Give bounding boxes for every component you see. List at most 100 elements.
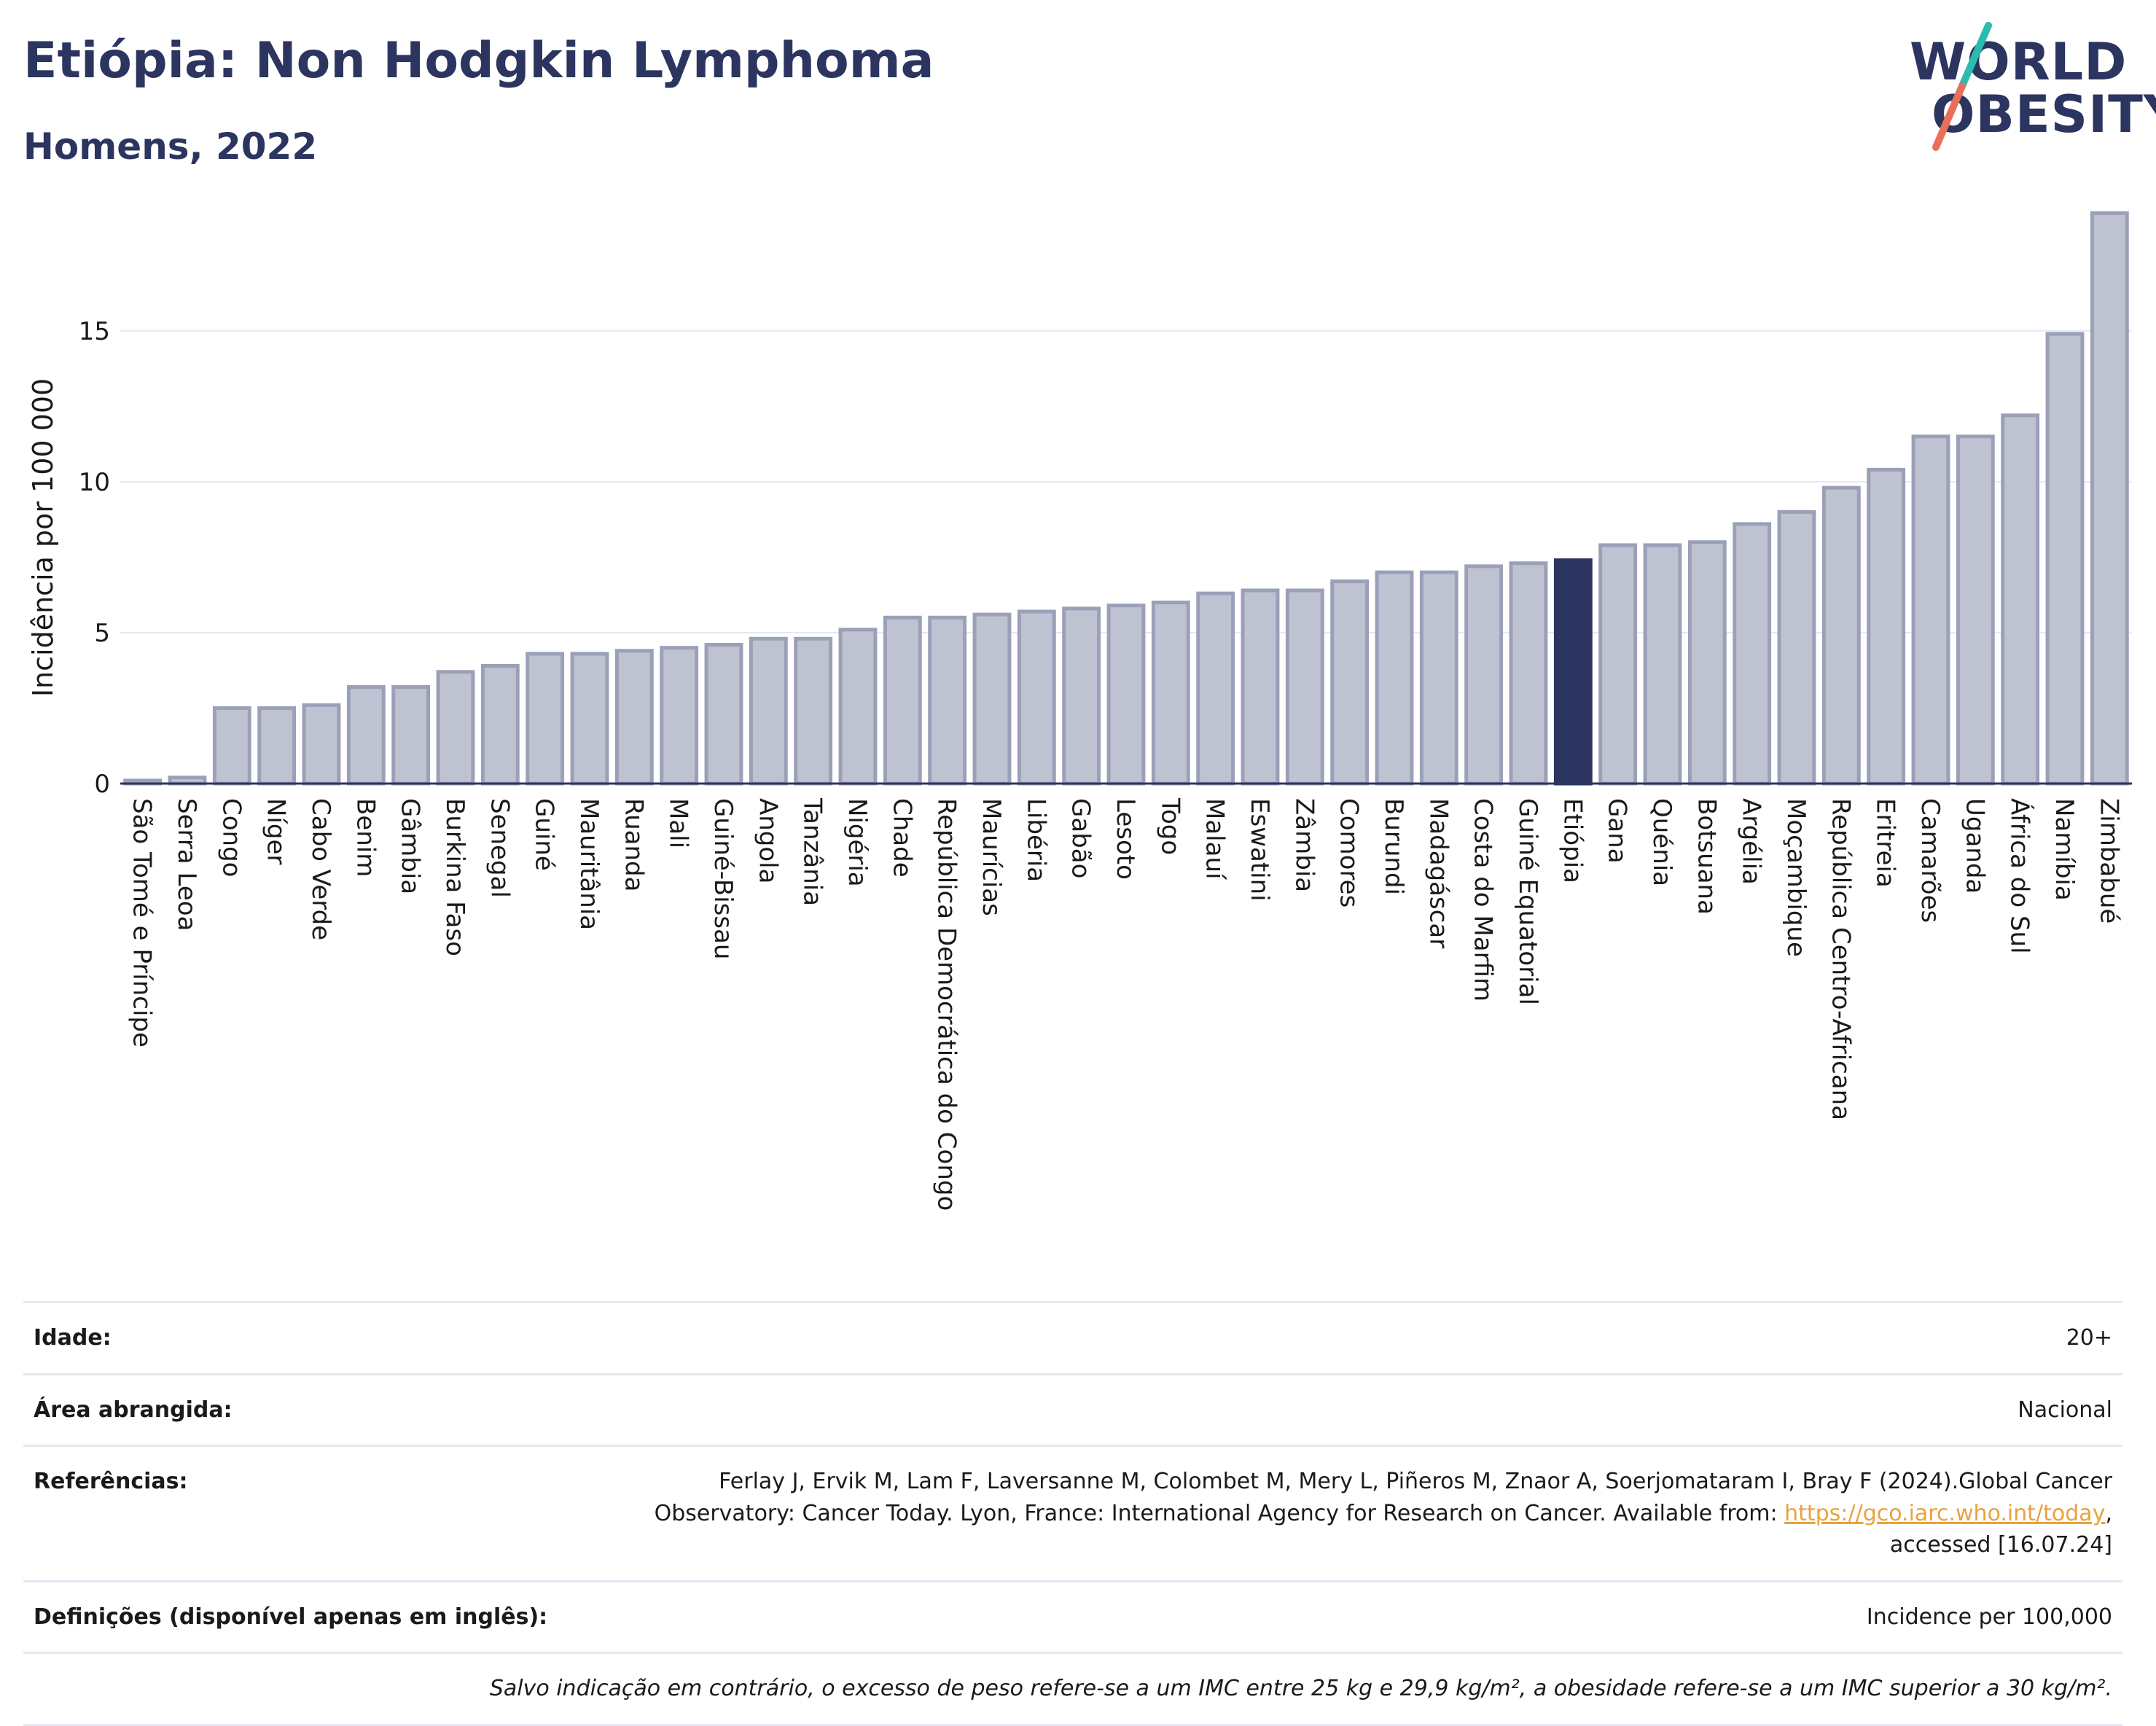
category-label: Zâmbia — [1289, 798, 1319, 892]
category-label: Tanzânia — [798, 797, 827, 906]
references-value: Ferlay J, Ervik M, Lam F, Laversanne M, … — [612, 1445, 2122, 1581]
area-label: Área abrangida: — [23, 1372, 612, 1446]
references-text-1: Ferlay J, Ervik M, Lam F, Laversanne M, … — [654, 1469, 2112, 1526]
bar — [480, 664, 520, 786]
bar — [1509, 561, 1548, 786]
bar — [1464, 564, 1504, 786]
category-label: República Centro-Africana — [1826, 798, 1855, 1120]
category-label: Madagáscar — [1423, 798, 1453, 948]
bar — [257, 706, 297, 786]
references-label: Referências: — [23, 1445, 612, 1581]
info-table: Idade: 20+ Área abrangida: Nacional Refe… — [23, 1301, 2122, 1726]
info-row-area: Área abrangida: Nacional — [23, 1372, 2122, 1446]
world-obesity-logo: WORLD OBESITY — [1895, 22, 2156, 153]
category-label: Camarões — [1915, 798, 1945, 923]
category-label: África do Sul — [2005, 798, 2035, 954]
references-link[interactable]: https://gco.iarc.who.int/today — [1784, 1500, 2106, 1526]
info-row-references: Referências: Ferlay J, Ervik M, Lam F, L… — [23, 1445, 2122, 1581]
category-label: Senegal — [485, 798, 514, 898]
category-label: Botsuana — [1692, 798, 1721, 915]
info-row-definitions: Definições (disponível apenas em inglês)… — [23, 1579, 2122, 1653]
bar — [614, 649, 654, 786]
bar — [436, 670, 475, 786]
bar — [704, 643, 743, 786]
category-label: Burkina Faso — [440, 798, 469, 956]
category-label: Angola — [753, 798, 782, 883]
area-value: Nacional — [612, 1372, 2122, 1446]
category-label: São Tomé e Príncipe — [128, 798, 157, 1047]
bar — [1285, 588, 1324, 786]
bar — [1867, 467, 1906, 786]
bar — [883, 615, 922, 786]
bar — [794, 636, 833, 786]
bar — [1733, 522, 1772, 786]
y-axis-title: Incidência por 100 000 — [27, 378, 59, 697]
bar — [1821, 485, 1861, 786]
bar — [1777, 509, 1816, 786]
category-label: Gabão — [1066, 798, 1095, 878]
category-label: Chade — [887, 798, 916, 878]
category-label: Serra Leoa — [172, 798, 201, 931]
bar — [1687, 540, 1727, 786]
bar — [1643, 543, 1682, 786]
bar — [1911, 434, 1950, 786]
bar — [1419, 570, 1458, 786]
category-label: Nigéria — [843, 798, 872, 887]
bar — [391, 685, 431, 786]
info-row-age: Idade: 20+ — [23, 1301, 2122, 1374]
category-label: Costa do Marfim — [1469, 798, 1498, 1001]
page-title: Etiópia: Non Hodgkin Lymphoma — [23, 32, 934, 90]
y-tick-label: 5 — [94, 619, 110, 648]
category-label: Comores — [1335, 798, 1364, 907]
category-label: Eswatini — [1245, 798, 1274, 902]
definitions-value: Incidence per 100,000 — [612, 1579, 2122, 1653]
page-subtitle: Homens, 2022 — [23, 125, 318, 168]
category-label: Níger — [262, 798, 291, 864]
bar — [1598, 543, 1638, 786]
y-tick-label: 10 — [79, 468, 110, 497]
bar — [749, 636, 788, 786]
category-label: Malauí — [1200, 798, 1230, 880]
category-label: Gâmbia — [396, 798, 425, 894]
bar — [212, 706, 251, 786]
category-labels: São Tomé e Príncipe Serra Leoa Congo Níger C… — [128, 797, 2124, 1211]
bar — [346, 685, 386, 786]
info-row-note: Salvo indicação em contrário, o excesso … — [23, 1652, 2122, 1726]
bar — [2001, 413, 2040, 786]
bar — [660, 646, 699, 786]
category-label: Zimbabué — [2094, 798, 2123, 923]
category-label: Ruanda — [619, 798, 648, 891]
category-label: Quénia — [1647, 798, 1676, 886]
bar — [1375, 570, 1414, 786]
y-tick-label: 15 — [79, 317, 110, 346]
logo-line-1: WORLD — [1910, 32, 2128, 92]
bar-chart: 0 5 10 15 Incidência por 100 000 São Tomé e … — [27, 211, 2132, 1211]
age-value: 20+ — [612, 1301, 2122, 1374]
bar — [928, 615, 967, 786]
bar — [972, 612, 1012, 786]
category-label: Cabo Verde — [306, 798, 335, 940]
category-label: Burundi — [1379, 798, 1408, 895]
category-label: República Democrática do Congo — [932, 798, 961, 1211]
bar — [1062, 606, 1101, 786]
category-label: Mali — [664, 798, 693, 848]
footnote: Salvo indicação em contrário, o excesso … — [23, 1652, 2122, 1726]
bar — [1151, 601, 1190, 786]
axes: 0 5 10 15 Incidência por 100 000 — [27, 317, 2132, 799]
bars — [123, 211, 2129, 786]
bar — [1017, 609, 1056, 786]
bar — [1241, 588, 1280, 786]
bar — [1956, 434, 1995, 786]
category-label: Congo — [216, 798, 246, 877]
category-label: Maurícias — [977, 798, 1006, 916]
category-label: Etiópia — [1558, 798, 1587, 883]
category-label: Togo — [1155, 797, 1184, 855]
category-label: Guiné — [530, 798, 559, 871]
bar — [2045, 332, 2085, 786]
references-text-2: , accessed [16.07.24] — [1889, 1500, 2112, 1558]
bar — [1106, 604, 1146, 786]
category-label: Mauritânia — [574, 798, 604, 930]
category-label: Moçambique — [1781, 798, 1811, 957]
y-tick-label: 0 — [94, 770, 110, 799]
bar — [526, 652, 565, 786]
